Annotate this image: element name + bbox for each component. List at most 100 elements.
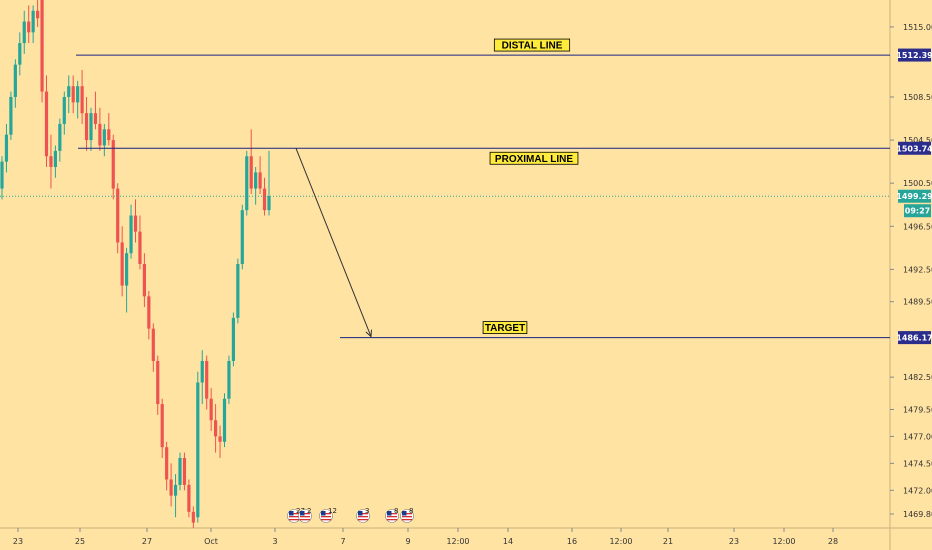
flag-stripe: [358, 513, 368, 515]
flag-canton: [300, 511, 305, 516]
x-tick-label: 25: [75, 537, 85, 546]
candle-body: [18, 43, 22, 65]
us-flag-icon[interactable]: 8: [385, 507, 399, 523]
x-tick-label: 9: [405, 537, 410, 546]
candles-group: [0, 0, 271, 528]
price-tag-label: 1512.39: [896, 51, 932, 60]
y-tick-label: 1500.50: [903, 179, 932, 188]
candle-body: [245, 156, 249, 211]
y-tick-label: 1504.50: [903, 136, 932, 145]
y-tick-label: 1469.80: [903, 510, 932, 519]
flag-stripe: [402, 513, 412, 515]
us-flag-icon[interactable]: 12: [319, 507, 337, 523]
event-count-label: 3: [365, 507, 369, 515]
x-tick-label: 23: [729, 537, 739, 546]
x-tick-label: 7: [340, 537, 345, 546]
candle-body: [80, 86, 84, 114]
x-tick-label: 23: [13, 537, 23, 546]
candle-body: [200, 360, 204, 383]
flag-canton: [358, 511, 363, 516]
x-tick-label: Oct: [204, 537, 218, 546]
candle-body: [262, 188, 267, 211]
price-tag-label: 1486.17: [896, 334, 932, 343]
us-flag-icon[interactable]: 3: [356, 507, 370, 523]
flag-canton: [289, 511, 294, 516]
candle-body: [227, 360, 231, 399]
candle-body: [116, 188, 120, 243]
x-tick-label: 28: [828, 537, 838, 546]
y-tick-label: 1489.50: [903, 298, 932, 307]
countdown-label: 09:27: [905, 207, 930, 216]
candle-body: [187, 484, 191, 512]
flag-canton: [402, 511, 407, 516]
us-flag-icon[interactable]: 2: [298, 507, 312, 523]
y-tick-label: 1474.50: [903, 459, 932, 468]
event-count-label: 8: [394, 507, 398, 515]
y-tick-label: 1492.50: [903, 265, 932, 274]
candle-body: [125, 253, 129, 286]
candle-body: [142, 264, 146, 297]
price-tag-label: 1503.74: [896, 144, 932, 153]
y-tick-label: 1482.50: [903, 373, 932, 382]
candle-body: [160, 404, 164, 448]
candle-body: [76, 86, 80, 103]
flag-canton: [387, 511, 392, 516]
event-count-label: 8: [409, 507, 413, 515]
candle-body: [111, 140, 115, 189]
candle-body: [240, 210, 244, 264]
candle-body: [40, 0, 44, 92]
candle-body: [209, 398, 213, 421]
flag-stripe: [387, 519, 397, 521]
flag-stripe: [358, 516, 368, 518]
flag-canton: [321, 511, 326, 516]
candle-body: [249, 156, 253, 189]
x-tick-label: 12:00: [772, 537, 795, 546]
flag-stripe: [321, 513, 331, 515]
x-tick-label: 12:00: [446, 537, 469, 546]
candle-body: [222, 398, 227, 442]
level-label: DISTAL LINE: [502, 41, 563, 52]
event-count-label: 2: [307, 507, 311, 515]
candle-body: [98, 123, 102, 146]
level-label-box: [482, 321, 528, 334]
candle-body: [13, 64, 17, 97]
current-price-tag: [898, 189, 931, 203]
candle-body: [44, 91, 49, 157]
candle-body: [0, 161, 4, 189]
flag-stripe: [387, 513, 397, 515]
flag-stripe: [387, 516, 397, 518]
candle-body: [231, 317, 235, 361]
event-count-label: 12: [328, 507, 337, 515]
y-tick-label: 1496.50: [903, 222, 932, 231]
flag-stripe: [402, 519, 412, 521]
candle-body: [267, 196, 271, 211]
candle-body: [236, 264, 240, 318]
y-tick-label: 1508.50: [903, 93, 932, 102]
candle-body: [169, 479, 173, 496]
candle-body: [67, 86, 71, 97]
candle-body: [71, 86, 75, 103]
flag-stripe: [289, 516, 299, 518]
candle-body: [205, 360, 209, 399]
y-tick-label: 1477.00: [903, 432, 932, 441]
y-tick-label: 1479.50: [903, 405, 932, 414]
current-price-label: 1499.29: [896, 192, 932, 201]
candle-body: [129, 215, 133, 254]
candle-body: [102, 129, 106, 146]
candle-body: [31, 10, 35, 33]
y-tick-label: 1515.00: [903, 23, 932, 32]
level-label-box: [489, 151, 579, 165]
candle-body: [178, 457, 182, 485]
candle-body: [156, 360, 160, 405]
flag-stripe: [321, 519, 331, 521]
candle-body: [196, 382, 200, 518]
price-tag-box: [898, 48, 931, 62]
candle-body: [147, 296, 151, 329]
us-flag-icon[interactable]: 8: [400, 507, 414, 523]
candle-body: [93, 113, 98, 124]
candle-body: [84, 113, 89, 141]
candle-body: [9, 96, 13, 135]
candle-body: [36, 10, 40, 19]
